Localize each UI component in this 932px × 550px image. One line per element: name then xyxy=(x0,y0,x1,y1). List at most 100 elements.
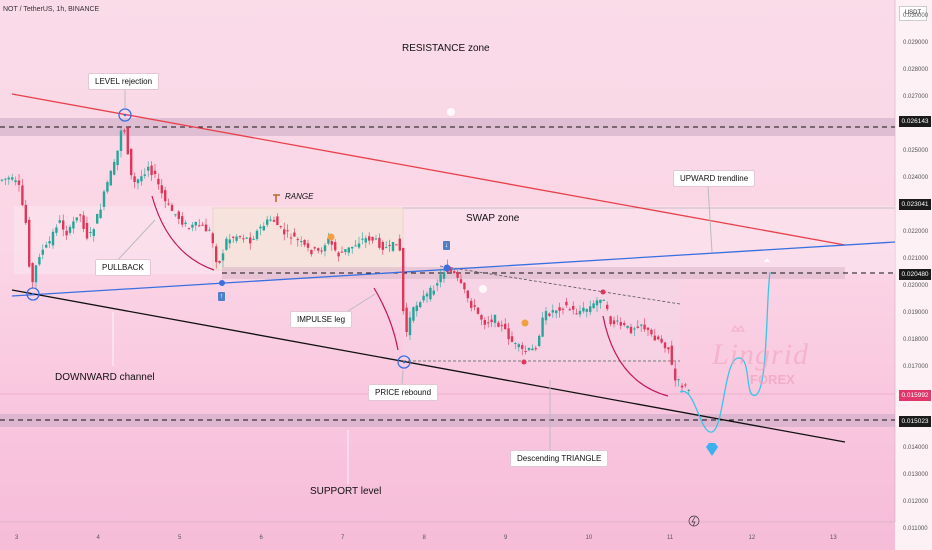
price-tick: 0.011000 xyxy=(903,526,928,532)
candle-body xyxy=(323,245,327,252)
candle-body xyxy=(657,336,660,340)
candle-body xyxy=(238,236,242,238)
candle-body xyxy=(242,238,245,240)
candle-body xyxy=(612,320,616,325)
candle-body xyxy=(398,238,401,251)
candle-body xyxy=(555,310,558,314)
candle-body xyxy=(276,216,279,226)
price-tick: 0.018000 xyxy=(903,337,929,343)
time-tick: 13 xyxy=(830,535,837,541)
snail-icon xyxy=(327,233,335,241)
candle-body xyxy=(204,224,208,232)
candle-body xyxy=(109,170,112,186)
candle-body xyxy=(259,226,262,229)
candle-body xyxy=(147,166,150,171)
candle-body xyxy=(296,239,299,241)
candle-body xyxy=(453,271,456,273)
candle-body xyxy=(476,307,480,314)
candle-body xyxy=(167,203,170,205)
candle-body xyxy=(99,209,102,219)
candle-body xyxy=(184,222,187,225)
candle-body xyxy=(187,228,191,230)
price-tick: 0.025000 xyxy=(903,148,929,154)
candle-body xyxy=(640,324,643,326)
candle-body xyxy=(419,302,422,308)
candle-body xyxy=(58,220,61,223)
candle-body xyxy=(480,315,483,320)
price-tick: 0.027000 xyxy=(903,94,929,100)
candle-body xyxy=(663,342,667,349)
candle-body xyxy=(548,313,551,316)
candle-body xyxy=(442,272,446,279)
candle-body xyxy=(667,347,670,350)
time-tick: 6 xyxy=(259,535,263,541)
candle-body xyxy=(629,326,633,334)
range-label: RANGE xyxy=(285,192,314,201)
candle-body xyxy=(334,242,337,251)
candle-body xyxy=(609,316,612,325)
candle-body xyxy=(38,256,41,265)
candle-body xyxy=(136,179,140,184)
candle-body xyxy=(361,238,364,240)
candle-body xyxy=(160,185,163,194)
candle-body xyxy=(381,241,384,250)
candle-body xyxy=(133,176,136,183)
candle-body xyxy=(82,215,85,229)
candle-body xyxy=(432,290,435,295)
price-tag: 0.015992 xyxy=(899,389,931,401)
price-tag: 0.015023 xyxy=(899,415,931,427)
candle-body xyxy=(235,236,238,241)
currency-button[interactable]: USDT xyxy=(899,6,927,21)
candle-body xyxy=(534,348,537,350)
candle-body xyxy=(436,283,439,286)
price-tick: 0.024000 xyxy=(903,175,929,181)
upward-trendline-callout: UPWARD trendline xyxy=(673,170,756,187)
candle-body xyxy=(449,269,452,272)
level-marker-icon xyxy=(118,108,132,122)
candle-body xyxy=(92,229,95,237)
candle-body xyxy=(572,305,575,310)
price-tick: 0.019000 xyxy=(903,310,929,316)
candle-body xyxy=(7,177,10,180)
candle-body xyxy=(272,220,276,222)
candle-body xyxy=(514,343,517,345)
level-marker-icon xyxy=(397,355,411,369)
candle-body xyxy=(208,229,211,231)
candle-body xyxy=(286,230,289,232)
candle-body xyxy=(568,309,571,311)
candle-body xyxy=(327,238,330,244)
candle-body xyxy=(599,299,602,304)
candle-body xyxy=(252,238,255,240)
time-tick: 12 xyxy=(748,535,756,541)
time-tick: 3 xyxy=(15,535,19,541)
candle-body xyxy=(623,323,626,325)
candle-body xyxy=(102,191,106,207)
candle-body xyxy=(487,322,490,324)
candle-body xyxy=(85,222,89,239)
candle-body xyxy=(680,385,684,388)
crown-icon xyxy=(731,325,745,332)
candle-body xyxy=(14,180,17,183)
arrow-up-badge-icon: ↑ xyxy=(218,292,225,301)
resistance-zone-label: RESISTANCE zone xyxy=(402,43,490,54)
downward-channel-label: DOWNWARD channel xyxy=(55,372,155,383)
candle-body xyxy=(41,249,44,255)
candle-body xyxy=(245,237,248,239)
pullback-callout: PULLBACK xyxy=(95,259,151,276)
candle-body xyxy=(17,180,21,185)
level-rejection-callout: LEVEL rejection xyxy=(88,73,160,90)
candle-body xyxy=(317,248,320,251)
candle-body xyxy=(405,307,408,333)
candle-body xyxy=(31,263,34,283)
swap-zone-label: SWAP zone xyxy=(466,213,520,224)
candle-body xyxy=(595,300,599,306)
candle-body xyxy=(677,379,680,381)
impulse-arrow xyxy=(373,287,399,351)
candle-body xyxy=(660,338,663,343)
candle-body xyxy=(55,227,58,233)
candle-body xyxy=(646,327,650,330)
pullback-arrow xyxy=(151,195,215,271)
candle-body xyxy=(211,233,214,244)
